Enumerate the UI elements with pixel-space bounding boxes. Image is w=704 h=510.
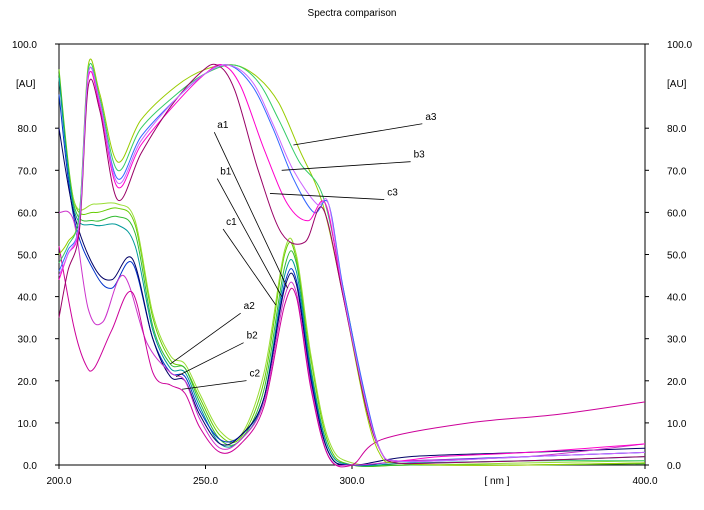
y-tick-label-left: 0.0 [23,461,37,472]
annotation-leader-a1 [213,132,288,289]
x-tick-label: 300.0 [339,476,364,487]
annotation-leader-b1 [216,178,283,297]
axis-tick-labels: 0.0 0.0 10.0 10.0 20.0 20.0 30.0 30.0 40.0 40.0 50… [12,40,692,487]
x-axis-label: [ nm ] [484,476,509,487]
axis-ticks [55,43,649,469]
annotation-label-a1: a1 [217,120,229,131]
annotation-leader-a2 [170,312,241,365]
annotation-label-b1: b1 [220,167,232,178]
x-tick-label: 250.0 [193,476,218,487]
annotation-label-b3: b3 [414,150,426,161]
y-axis-label-left: [AU] [16,79,36,90]
y-tick-label-right: 60.0 [667,208,687,219]
y-tick-label-left: 60.0 [18,208,38,219]
y-tick-label-right: 0.0 [667,461,681,472]
spectrum-series-13 [58,63,646,465]
annotation-label-a3: a3 [425,112,437,123]
annotation-leader-c3 [269,193,385,200]
annotation-label-b2: b2 [247,331,259,342]
x-tick-label: 400.0 [632,476,657,487]
y-tick-label-left: 40.0 [18,293,38,304]
y-tick-label-left: 70.0 [18,166,38,177]
plot-area [58,43,646,466]
y-tick-label-left: 100.0 [12,40,37,51]
spectrum-series-7 [58,210,646,467]
y-tick-label-right: 100.0 [667,40,692,51]
annotation-label-c3: c3 [387,188,398,199]
annotation-leader-c1 [222,228,277,306]
y-tick-label-left: 10.0 [18,419,38,430]
series-lines [58,58,646,468]
annotation-leader-a3 [293,123,423,146]
annotation-leader-b3 [281,161,411,171]
annotation-leader-c2 [182,380,247,390]
annotations: a3 b3 c3 a1 b1 c1 a2 b2 c2 [170,112,437,390]
y-tick-label-right: 20.0 [667,377,687,388]
y-tick-label-left: 80.0 [18,124,38,135]
y-tick-label-right: 70.0 [667,166,687,177]
spectrum-series-14 [58,64,646,463]
y-tick-label-left: 30.0 [18,335,38,346]
annotation-label-c2: c2 [250,369,261,380]
y-tick-label-left: 20.0 [18,377,38,388]
y-tick-label-left: 50.0 [18,251,38,262]
annotation-leader-b2 [176,342,244,377]
annotation-label-c1: c1 [226,217,237,228]
y-tick-label-right: 30.0 [667,335,687,346]
y-tick-label-right: 10.0 [667,419,687,430]
y-tick-label-right: 80.0 [667,124,687,135]
annotation-label-a2: a2 [244,301,256,312]
y-tick-label-right: 40.0 [667,293,687,304]
chart-title: Spectra comparison [308,8,397,19]
y-axis-label-right: [AU] [667,79,687,90]
x-tick-label: 200.0 [46,476,71,487]
y-tick-label-right: 50.0 [667,251,687,262]
